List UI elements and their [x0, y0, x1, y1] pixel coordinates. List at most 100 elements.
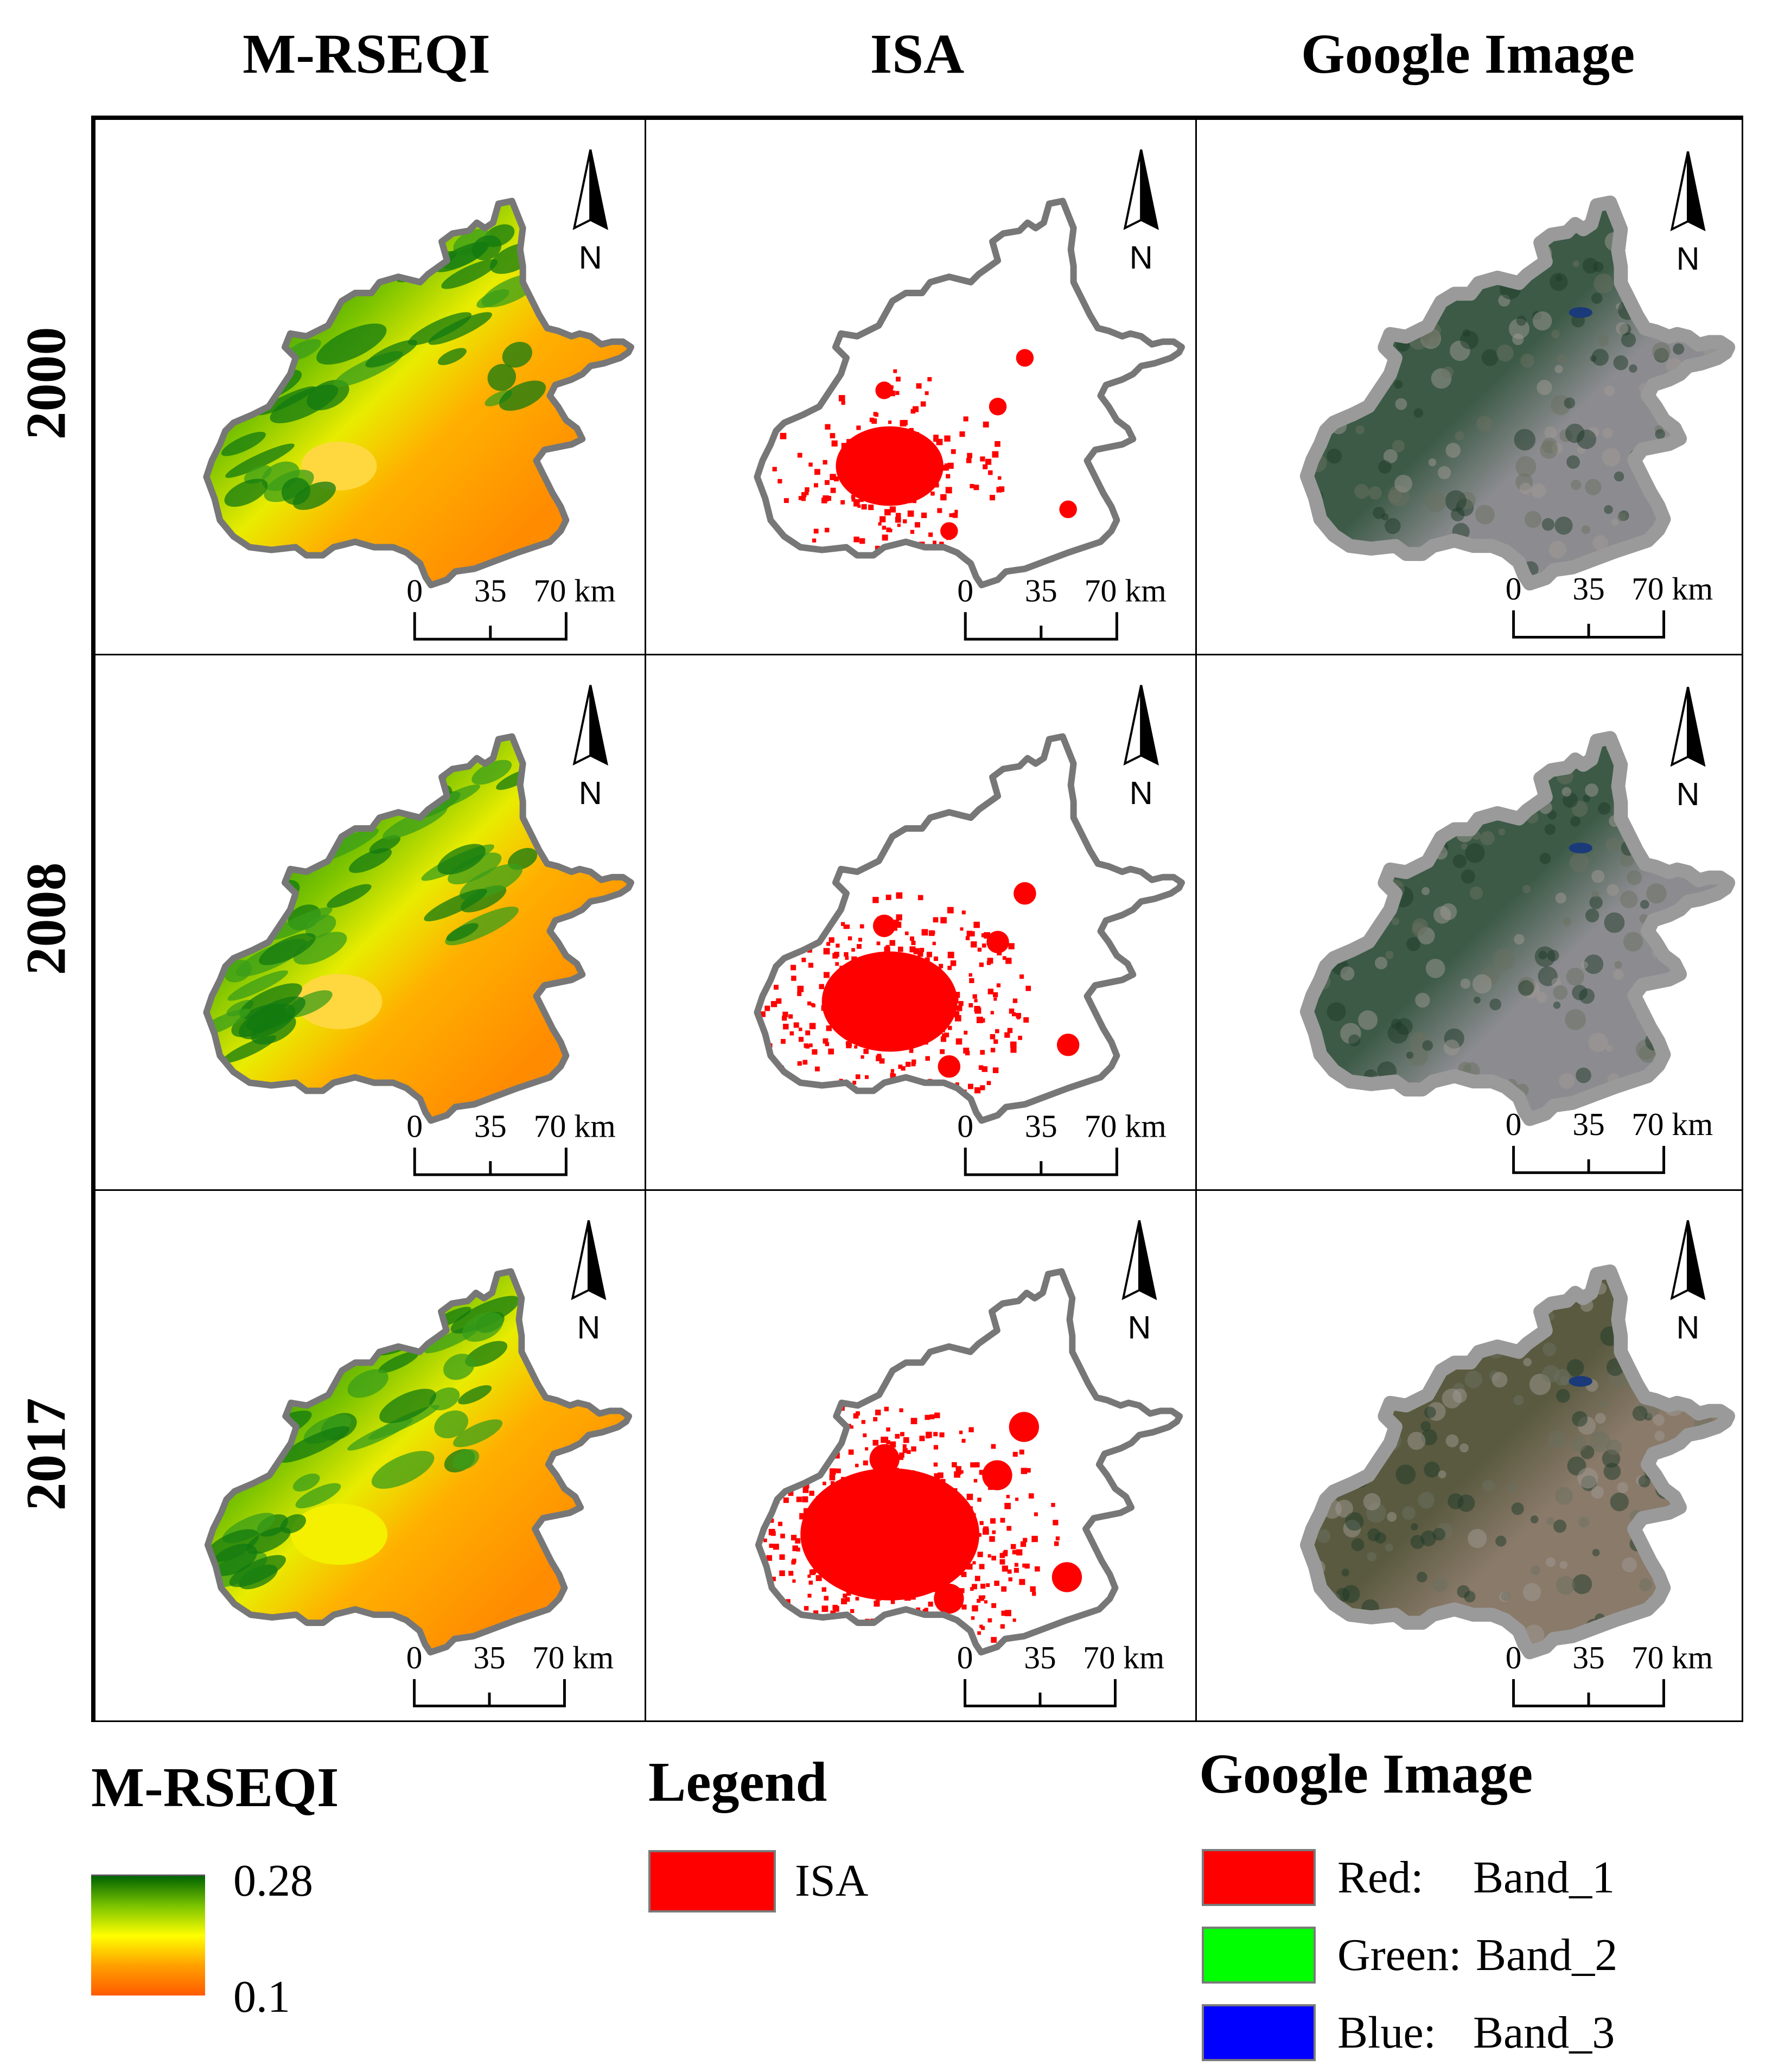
imagery-texture — [1355, 1411, 1372, 1428]
vegetation-patch — [458, 1385, 492, 1405]
isa-pixel — [788, 1014, 793, 1019]
boundary-outline — [1300, 1264, 1735, 1660]
imagery-texture — [1378, 1310, 1394, 1327]
isa-satellite-town — [869, 1444, 900, 1475]
isa-pixel — [844, 952, 849, 957]
isa-pixel — [811, 1003, 814, 1006]
isa-pixel — [889, 1667, 894, 1672]
imagery-texture — [1374, 957, 1388, 970]
isa-pixel — [937, 508, 942, 513]
isa-pixel — [995, 441, 1000, 447]
imagery-texture — [1413, 408, 1424, 418]
isa-pixel — [919, 1624, 926, 1630]
isa-pixel — [1009, 1008, 1015, 1014]
isa-pixel — [989, 1536, 995, 1542]
legend-title-mrseqi: M-RSEQI — [91, 1756, 339, 1819]
isa-pixel — [951, 1623, 955, 1628]
isa-pixel — [1012, 998, 1018, 1003]
imagery-texture — [1711, 1329, 1729, 1348]
isa-pixel — [826, 1091, 832, 1098]
imagery-texture — [1499, 1316, 1518, 1335]
imagery-texture — [1360, 1349, 1372, 1360]
isa-pixel — [1010, 1047, 1017, 1053]
isa-pixel — [833, 1605, 839, 1612]
isa-pixel — [828, 1048, 834, 1055]
imagery-texture — [1476, 416, 1493, 432]
isa-pixel — [782, 1011, 788, 1017]
imagery-texture — [1306, 1271, 1311, 1285]
isa-pixel — [847, 1638, 853, 1643]
scale-tick-label: 0 — [1506, 1106, 1522, 1142]
vegetation-patch — [348, 848, 392, 873]
imagery-texture — [1595, 1413, 1606, 1424]
isa-pixel — [830, 1481, 834, 1485]
isa-pixel — [936, 438, 943, 445]
imagery-texture — [1492, 1103, 1506, 1117]
isa-pixel — [750, 1512, 755, 1517]
isa-pixel — [1019, 1579, 1025, 1585]
isa-pixel — [1054, 1541, 1059, 1546]
isa-pixel — [997, 476, 1002, 480]
isa-pixel — [993, 1039, 998, 1044]
imagery-texture — [1489, 998, 1502, 1011]
isa-pixel — [925, 1414, 930, 1420]
isa-pixel — [801, 958, 806, 962]
isa-pixel — [944, 435, 951, 442]
isa-pixel — [899, 1452, 904, 1458]
isa-pixel — [839, 553, 846, 560]
north-arrow-icon — [1670, 151, 1706, 232]
imagery-texture — [1542, 1365, 1560, 1383]
north-label: N — [1677, 240, 1700, 277]
isa-pixel — [959, 1588, 965, 1593]
isa-pixel — [829, 1468, 836, 1475]
scale-unit-label: km — [572, 1640, 614, 1675]
scale-tick-label: 70 — [1085, 572, 1117, 608]
imagery-texture — [1385, 518, 1401, 534]
imagery-texture — [1507, 1282, 1522, 1297]
imagery-texture — [1649, 1275, 1663, 1290]
isa-pixel — [906, 1062, 911, 1067]
imagery-texture — [1424, 1461, 1440, 1478]
imagery-texture — [1718, 563, 1728, 572]
isa-pixel — [1025, 985, 1031, 991]
isa-satellite-town — [1059, 500, 1077, 519]
isa-pixel — [963, 1047, 970, 1054]
isa-pixel — [797, 985, 804, 992]
isa-pixel — [850, 1104, 854, 1107]
isa-pixel — [966, 1563, 973, 1570]
imagery-texture — [1725, 766, 1729, 780]
imagery-texture — [1540, 441, 1558, 459]
imagery-texture — [1481, 349, 1499, 366]
imagery-texture — [1652, 294, 1662, 304]
isa-pixel — [866, 1641, 871, 1646]
isa-pixel — [792, 1558, 796, 1563]
isa-pixel — [972, 1561, 976, 1565]
imagery-texture — [1551, 978, 1561, 988]
isa-pixel — [851, 948, 855, 952]
imagery-texture — [1333, 741, 1352, 760]
isa-pixel — [812, 1049, 818, 1055]
imagery-texture — [1428, 458, 1437, 467]
isa-pixel — [896, 377, 901, 382]
isa-pixel — [786, 1599, 791, 1604]
isa-pixel — [954, 1015, 961, 1022]
isa-pixel — [1011, 1012, 1016, 1017]
isa-pixel — [972, 994, 977, 999]
imagery-texture — [1717, 302, 1728, 313]
map-grid: N 0 35 70 km N 0 35 70 km N 0 35 70 km N 0 35 70 km N 0 35 70 km… — [91, 116, 1743, 1722]
imagery-texture — [1452, 854, 1467, 869]
imagery-texture — [1564, 397, 1576, 409]
imagery-texture — [1461, 843, 1468, 850]
isa-pixel — [1004, 1502, 1011, 1509]
imagery-texture — [1467, 553, 1480, 565]
isa-pixel — [807, 1574, 811, 1578]
imagery-texture — [1522, 1583, 1541, 1602]
isa-pixel — [921, 553, 926, 559]
isa-pixel — [1014, 1563, 1018, 1567]
isa-pixel — [970, 931, 975, 936]
isa-pixel — [825, 1042, 830, 1047]
imagery-texture — [1560, 1375, 1570, 1386]
imagery-texture — [1614, 961, 1622, 969]
isa-pixel — [840, 500, 845, 505]
isa-pixel — [1005, 1610, 1011, 1616]
